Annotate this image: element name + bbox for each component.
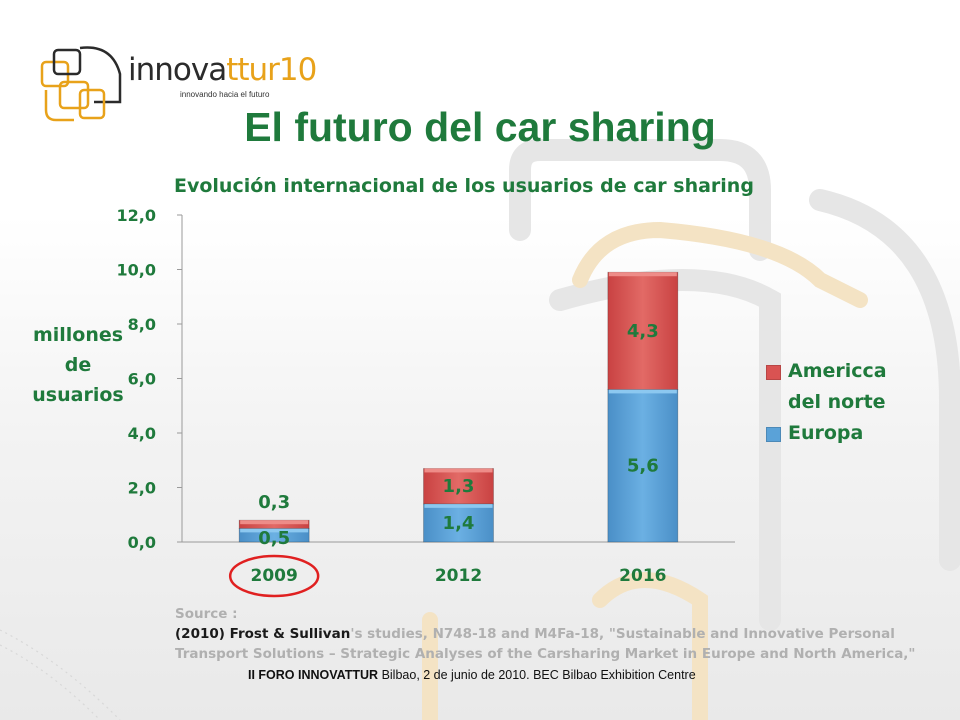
legend-label-america-line2: del norte bbox=[788, 391, 886, 413]
legend-swatch-europa bbox=[766, 427, 781, 442]
source-lead: (2010) Frost & Sullivan bbox=[175, 626, 351, 642]
footer-event-details: Bilbao, 2 de junio de 2010. BEC Bilbao E… bbox=[378, 668, 696, 682]
data-label: 0,3 bbox=[258, 492, 290, 513]
x-tick-label: 2009 bbox=[251, 566, 298, 586]
event-footer: II FORO INNOVATTUR Bilbao, 2 de junio de… bbox=[248, 668, 696, 682]
data-label: 1,4 bbox=[443, 513, 475, 534]
legend-item-america: Americca del norte bbox=[762, 356, 887, 418]
innovattur-logo: innovattur10 innovando hacia el futuro bbox=[36, 40, 317, 128]
source-citation: (2010) Frost & Sullivan's studies, N748-… bbox=[175, 624, 935, 664]
y-axis-label: millones de usuarios bbox=[22, 320, 134, 410]
y-axis-label-line: de bbox=[64, 354, 92, 376]
legend-swatch-america bbox=[766, 365, 781, 380]
bar-segment-highlight bbox=[608, 272, 677, 277]
logo-tagline: innovando hacia el futuro bbox=[180, 90, 270, 99]
page-title: El futuro del car sharing bbox=[244, 104, 716, 150]
y-tick-label: 10,0 bbox=[117, 261, 156, 280]
y-tick-label: 4,0 bbox=[128, 424, 156, 443]
logo-wordmark: innovattur10 bbox=[128, 52, 317, 88]
legend-label-europa: Europa bbox=[788, 422, 864, 444]
data-label: 1,3 bbox=[443, 476, 475, 497]
bar-segment-highlight bbox=[240, 520, 309, 525]
source-label: Source : bbox=[175, 606, 238, 622]
legend-label-america: Americca bbox=[788, 360, 887, 382]
bar-segment-highlight bbox=[424, 468, 493, 473]
x-tick-label: 2016 bbox=[619, 566, 666, 586]
y-tick-label: 6,0 bbox=[128, 370, 156, 389]
chart-title: Evolución internacional de los usuarios … bbox=[174, 175, 754, 197]
y-axis-label-line: usuarios bbox=[32, 384, 124, 406]
bar-segment-americca-del-norte bbox=[607, 271, 679, 390]
y-tick-label: 8,0 bbox=[128, 315, 156, 334]
y-tick-label: 0,0 bbox=[128, 533, 156, 552]
logo-mark-icon bbox=[40, 46, 122, 122]
y-tick-label: 2,0 bbox=[128, 479, 156, 498]
bar-segment-europa bbox=[607, 388, 679, 543]
data-label: 0,5 bbox=[258, 528, 290, 549]
data-label: 5,6 bbox=[627, 456, 659, 477]
bar-segment-highlight bbox=[240, 528, 309, 533]
source-rest: 's studies, N748-18 and M4Fa-18, "Sustai… bbox=[175, 626, 916, 662]
footer-event-name: II FORO INNOVATTUR bbox=[248, 668, 379, 682]
source-note: Source : (2010) Frost & Sullivan's studi… bbox=[175, 604, 935, 664]
bar-segment-europa bbox=[423, 503, 494, 543]
bar-segment-highlight bbox=[608, 389, 677, 394]
y-tick-label: 12,0 bbox=[117, 206, 156, 225]
legend-item-europa: Europa bbox=[762, 418, 887, 449]
bar-segment-highlight bbox=[424, 503, 493, 508]
chart-legend: Americca del norte Europa bbox=[762, 356, 887, 449]
data-label: 4,3 bbox=[627, 321, 659, 342]
highlight-circle bbox=[228, 554, 320, 598]
x-tick-label: 2012 bbox=[435, 566, 482, 586]
y-axis-label-line: millones bbox=[32, 324, 124, 346]
